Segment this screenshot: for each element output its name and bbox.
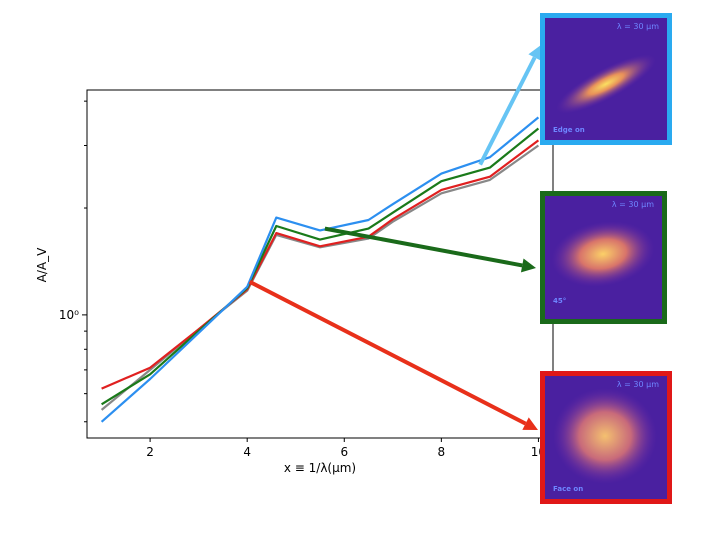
panel-45-degrees: λ = 30 μm 45°: [540, 191, 667, 324]
panel-lambda-label: λ = 30 μm: [611, 200, 654, 209]
x-tick-label: 8: [438, 445, 446, 459]
arrow-head: [528, 45, 541, 61]
arrow-head: [520, 258, 536, 273]
series-line-face-on: [101, 139, 540, 390]
inclined-galaxy-image: [545, 196, 662, 319]
series-line-reference: [100, 144, 540, 411]
panel-face-on: λ = 30 μm Face on: [540, 371, 672, 504]
edge-on-galaxy-image: [545, 18, 667, 140]
x-tick-label: 6: [340, 445, 348, 459]
series-line-edge-on: [100, 116, 540, 423]
plot-frame: [86, 89, 554, 439]
panel-lambda-label: λ = 30 μm: [616, 22, 659, 31]
panel-caption: Face on: [553, 485, 584, 493]
series-line-45-: [101, 127, 540, 406]
arrow-head: [522, 417, 538, 430]
x-tick-label: 2: [146, 445, 154, 459]
arrow-layer: [248, 45, 541, 430]
arrow-shaft: [478, 56, 537, 166]
panel-caption: 45°: [553, 297, 567, 305]
x-axis-label: x ≡ 1/λ(μm): [284, 461, 356, 475]
panel-edge-on: λ = 30 μm Edge on: [540, 13, 672, 145]
arrow-shaft: [324, 226, 523, 268]
panel-caption: Edge on: [553, 126, 585, 134]
series-layer: [100, 116, 540, 423]
panel-lambda-label: λ = 30 μm: [616, 380, 659, 389]
y-axis-label: A/A_V: [35, 247, 49, 282]
x-tick-label: 4: [243, 445, 251, 459]
y-tick-label: 10⁰: [59, 308, 79, 322]
face-on-galaxy-image: [545, 376, 667, 499]
arrow-shaft: [248, 279, 527, 426]
